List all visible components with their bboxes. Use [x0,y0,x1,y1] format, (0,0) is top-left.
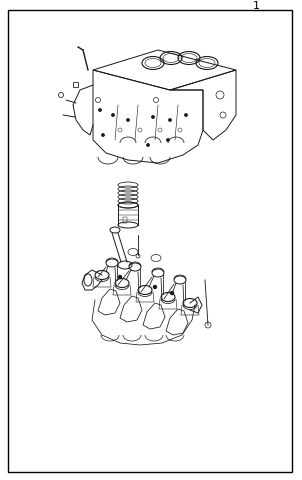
Circle shape [102,134,104,136]
Circle shape [169,119,171,121]
Bar [123,217,127,223]
Bar [73,82,78,87]
Circle shape [127,119,129,121]
Circle shape [185,114,187,116]
Circle shape [112,114,114,116]
Circle shape [153,286,156,288]
Circle shape [167,139,169,141]
Circle shape [118,276,121,278]
Circle shape [147,144,149,146]
Circle shape [152,116,154,118]
Circle shape [171,291,174,295]
Circle shape [99,109,101,111]
Text: 1: 1 [252,1,259,11]
